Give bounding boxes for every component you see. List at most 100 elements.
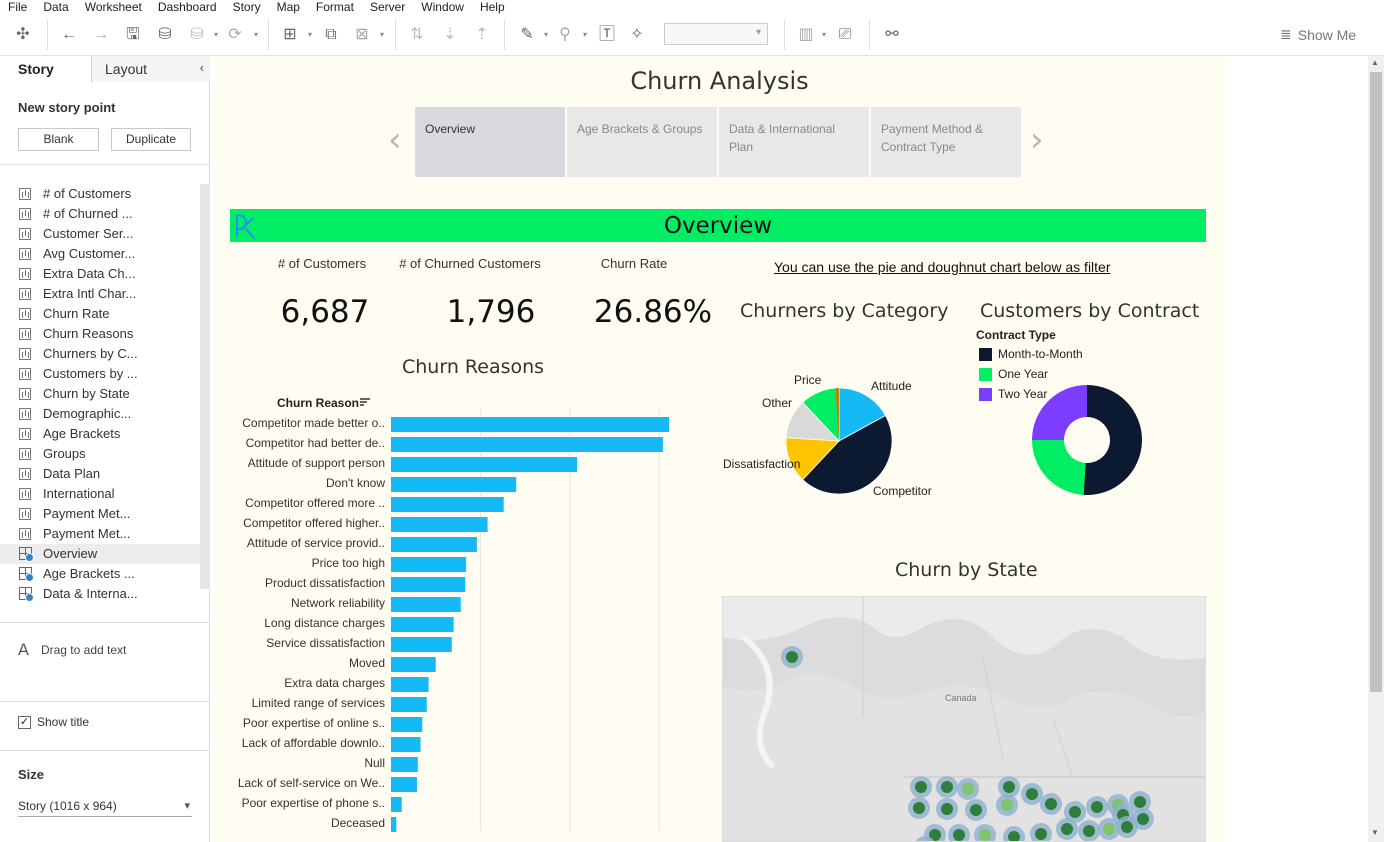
state-marker[interactable] (929, 829, 941, 841)
bar[interactable] (391, 817, 397, 832)
save-icon[interactable]: 🖫 (126, 26, 140, 43)
state-marker[interactable] (1091, 801, 1103, 813)
churners-by-category-chart[interactable] (774, 376, 904, 506)
pie-slice-price[interactable] (802, 387, 840, 443)
state-marker[interactable] (1137, 813, 1149, 825)
sheet-item[interactable]: Age Brackets (0, 424, 200, 444)
menu-item-file[interactable]: File (8, 0, 28, 14)
redo-icon[interactable]: → (93, 26, 109, 43)
new-worksheet-icon[interactable]: ⊞ (283, 26, 297, 43)
pin-icon[interactable]: ✧ (630, 26, 644, 43)
show-cards-dropdown-icon[interactable]: ▾ (821, 30, 826, 39)
menu-item-worksheet[interactable]: Worksheet (84, 0, 142, 14)
bar[interactable] (391, 477, 517, 492)
sort-descending-icon[interactable]: ⇡ (475, 26, 489, 43)
group-dropdown-icon[interactable]: ▾ (582, 30, 587, 39)
sheet-item[interactable]: Customers by ... (0, 364, 200, 384)
menu-item-map[interactable]: Map (276, 0, 300, 14)
map-canvas[interactable]: Canada (723, 597, 1206, 842)
show-cards-icon[interactable]: ▥ (798, 26, 814, 43)
sheet-item[interactable]: Payment Met... (0, 504, 200, 524)
tab-story[interactable]: Story (0, 56, 92, 82)
state-marker[interactable] (941, 781, 953, 793)
previous-story-point-icon[interactable]: ‹ (388, 120, 402, 160)
bar[interactable] (391, 657, 436, 672)
bar[interactable] (391, 437, 663, 452)
story-point-2[interactable]: Data & International Plan (719, 107, 869, 177)
bar[interactable] (391, 457, 578, 472)
state-marker[interactable] (1134, 796, 1146, 808)
state-marker[interactable] (970, 804, 982, 816)
state-marker[interactable] (1121, 821, 1133, 833)
show-title-option[interactable]: ✓ Show title (18, 715, 89, 729)
state-marker[interactable] (1045, 798, 1057, 810)
menu-item-dashboard[interactable]: Dashboard (157, 0, 217, 14)
state-marker[interactable] (915, 781, 927, 793)
sheet-item[interactable]: Extra Data Ch... (0, 264, 200, 284)
scroll-down-icon[interactable]: ▼ (1371, 828, 1379, 837)
main-scrollbar[interactable]: ▲ ▼ (1368, 56, 1384, 842)
sheet-item[interactable]: Payment Met... (0, 524, 200, 544)
presentation-mode-icon[interactable]: ⎚ (838, 26, 852, 43)
sheet-item[interactable]: Extra Intl Char... (0, 284, 200, 304)
share-icon[interactable]: ⚯ (885, 26, 899, 43)
state-marker[interactable] (979, 829, 991, 841)
state-marker[interactable] (1003, 781, 1015, 793)
duplicate-sheet-icon[interactable]: ⧉ (325, 26, 337, 43)
bar[interactable] (391, 637, 452, 652)
menu-item-data[interactable]: Data (43, 0, 69, 14)
state-marker[interactable] (1103, 823, 1115, 835)
bar-axis-title[interactable]: Churn Reason (277, 396, 359, 410)
bar[interactable] (391, 797, 402, 812)
sheet-item[interactable]: Churn Reasons (0, 324, 200, 344)
bar[interactable] (391, 497, 504, 512)
sheet-item[interactable]: Groups (0, 444, 200, 464)
donut-segment-1[interactable] (1032, 440, 1086, 495)
state-marker[interactable] (1026, 788, 1038, 800)
bar[interactable] (391, 757, 418, 772)
refresh-icon[interactable]: ⟳ (228, 26, 242, 43)
legend-item[interactable]: Two Year (979, 387, 1047, 401)
state-marker-halo[interactable] (914, 836, 936, 842)
highlight-dropdown-icon[interactable]: ▾ (543, 30, 548, 39)
menu-item-window[interactable]: Window (421, 0, 464, 14)
churn-by-state-map[interactable]: Canada (722, 596, 1206, 842)
sheet-item[interactable]: Churn by State (0, 384, 200, 404)
new-worksheet-dropdown-icon[interactable]: ▾ (307, 30, 312, 39)
bar[interactable] (391, 577, 466, 592)
drag-text-object[interactable]: A Drag to add text (18, 640, 126, 659)
sheet-list-scrollbar[interactable] (200, 184, 210, 589)
show-mark-labels-icon[interactable]: 🅃 (598, 26, 615, 43)
customers-by-contract-chart[interactable] (1031, 384, 1143, 496)
sort-icon[interactable] (360, 398, 370, 406)
pause-dropdown-icon[interactable]: ▾ (213, 30, 218, 39)
size-dropdown[interactable]: Story (1016 x 964) (18, 795, 192, 817)
donut-segment-2[interactable] (1032, 385, 1087, 440)
sheet-item[interactable]: Data Plan (0, 464, 200, 484)
sort-ascending-icon[interactable]: ⇣ (443, 26, 457, 43)
sheet-item[interactable]: Churners by C... (0, 344, 200, 364)
legend-item[interactable]: Month-to-Month (979, 347, 1083, 361)
sheet-item[interactable]: # of Churned ... (0, 204, 200, 224)
state-marker[interactable] (1001, 799, 1013, 811)
pie-slice-attitude[interactable] (838, 387, 886, 442)
state-marker[interactable] (913, 802, 925, 814)
tab-layout[interactable]: Layout (92, 56, 210, 82)
sheet-item[interactable]: International (0, 484, 200, 504)
state-marker[interactable] (941, 803, 953, 815)
scroll-up-icon[interactable]: ▲ (1371, 58, 1379, 67)
sheet-item[interactable]: Avg Customer... (0, 244, 200, 264)
bar[interactable] (391, 697, 427, 712)
legend-item[interactable]: One Year (979, 367, 1048, 381)
pie-slice-selected[interactable] (835, 388, 839, 441)
highlight-icon[interactable]: ✎ (520, 26, 534, 43)
clear-dropdown-icon[interactable]: ▾ (379, 30, 384, 39)
clear-sheet-icon[interactable]: ⊠ (355, 26, 369, 43)
fit-dropdown[interactable] (664, 23, 768, 45)
bar[interactable] (391, 777, 417, 792)
duplicate-button[interactable]: Duplicate (111, 128, 191, 151)
swap-icon[interactable]: ⇅ (410, 26, 424, 43)
pause-updates-icon[interactable]: ⛁ (190, 26, 204, 43)
blank-button[interactable]: Blank (18, 128, 99, 151)
state-marker[interactable] (1035, 828, 1047, 840)
